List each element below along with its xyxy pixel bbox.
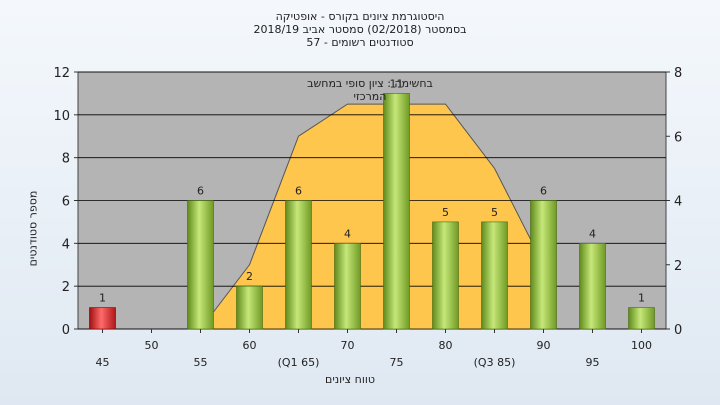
- data-label: 1: [638, 292, 645, 305]
- x-tick-label: 80: [439, 339, 453, 352]
- y-tick-label: 0: [62, 323, 70, 338]
- x-tick-label: 70: [341, 339, 355, 352]
- y2-tick-label: 6: [674, 130, 682, 145]
- bar-90: [530, 200, 557, 330]
- bar-55: [187, 200, 214, 330]
- chart-title: היסטוגרמת ציונים בקורס - אופטיקה: [275, 10, 445, 23]
- x-tick-label: 75: [390, 356, 404, 369]
- data-label: 11: [390, 77, 404, 90]
- data-label: 4: [344, 227, 351, 240]
- data-label: 5: [442, 206, 449, 219]
- chart-annotation: בחשימה : ציון סופי במחשב המרכזי: [307, 77, 433, 103]
- y-tick-label: 8: [62, 152, 70, 167]
- y-tick-label: 4: [62, 237, 70, 252]
- data-label: 4: [589, 227, 596, 240]
- x-axis-label: טווח ציונים: [325, 373, 375, 386]
- x-tick-label: 50: [145, 339, 159, 352]
- bar-(Q1 65): [285, 200, 312, 330]
- data-label: 1: [99, 292, 106, 305]
- x-tick-label: 95: [586, 356, 600, 369]
- bar-95: [579, 243, 606, 330]
- x-tick-label: 90: [537, 339, 551, 352]
- data-label: 6: [197, 185, 204, 198]
- bar-70: [334, 243, 361, 330]
- chart-enrollment: סטודנטים רשומים - 57: [306, 36, 414, 49]
- y-tick-label: 12: [53, 66, 70, 81]
- bar-80: [432, 221, 459, 330]
- x-tick-label: 55: [194, 356, 208, 369]
- x-tick-label: 60: [243, 339, 257, 352]
- y-tick-label: 2: [62, 280, 70, 295]
- bar-45: [89, 307, 116, 330]
- chart-subtitle: בסמסטר (02/2018) סמסטר אביב 2018/19: [253, 23, 467, 36]
- data-label: 6: [540, 185, 547, 198]
- y-tick-label: 10: [53, 109, 70, 124]
- bar-100: [628, 307, 655, 330]
- x-tick-label: (Q1 65): [278, 356, 320, 369]
- y-tick-label: 6: [62, 195, 70, 210]
- data-label: 5: [491, 206, 498, 219]
- bar-(Q3 85): [481, 221, 508, 330]
- x-tick-label: (Q3 85): [474, 356, 516, 369]
- data-label: 2: [246, 270, 253, 283]
- data-label: 6: [295, 185, 302, 198]
- y2-tick-label: 4: [674, 195, 682, 210]
- y2-tick-label: 8: [674, 66, 682, 81]
- bar-60: [236, 285, 263, 330]
- y2-tick-label: 0: [674, 323, 682, 338]
- x-tick-label: 100: [631, 339, 652, 352]
- x-tick-label: 45: [96, 356, 110, 369]
- bar-75: [383, 93, 410, 330]
- y-axis-label: מספר סטודנטים: [26, 190, 40, 267]
- y2-tick-label: 2: [674, 259, 682, 274]
